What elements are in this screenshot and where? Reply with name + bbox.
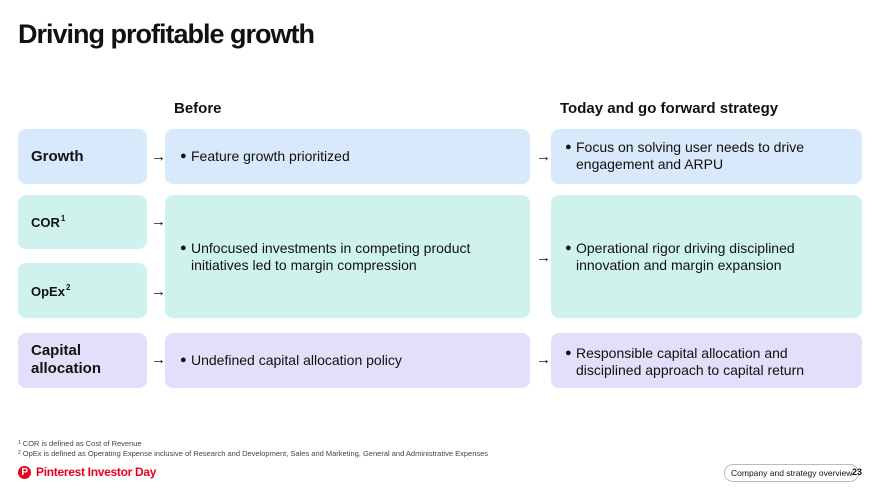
bullet-icon: ●	[180, 242, 187, 254]
capital-before-text: ● Undefined capital allocation policy	[180, 352, 510, 369]
capital-today-text: ● Responsible capital allocation and dis…	[565, 345, 855, 379]
bullet-icon: ●	[180, 150, 187, 162]
opex-label: OpEx2	[31, 283, 71, 299]
cost-before-text: ● Unfocused investments in competing pro…	[180, 240, 480, 274]
arrow-icon: →	[151, 148, 166, 165]
growth-today-value: Focus on solving user needs to drive eng…	[576, 139, 805, 172]
cor-label-text: COR	[31, 215, 60, 230]
capital-today-box	[551, 333, 862, 388]
cor-label: COR1	[31, 214, 66, 230]
footnote-mark: 1	[18, 440, 21, 446]
capital-before-value: Undefined capital allocation policy	[191, 352, 402, 368]
section-badge: Company and strategy overview	[724, 464, 860, 482]
growth-before-box	[165, 129, 530, 184]
pinterest-logo-icon: P	[18, 465, 31, 479]
page-title: Driving profitable growth	[18, 19, 315, 49]
growth-label-box	[18, 129, 147, 184]
opex-label-box	[18, 263, 147, 318]
footnote-2: 2 OpEx is defined as Operating Expense in…	[18, 449, 488, 458]
bullet-icon: ●	[565, 242, 572, 254]
arrow-icon: →	[151, 351, 166, 368]
growth-today-box	[551, 129, 862, 184]
bullet-icon: ●	[565, 141, 572, 153]
growth-before-text: ● Feature growth prioritized	[180, 148, 520, 165]
growth-label: Growth	[31, 148, 84, 165]
bullet-icon: ●	[180, 354, 187, 366]
column-header-before: Before	[174, 100, 222, 117]
footnote-text: COR is defined as Cost of Revenue	[22, 439, 142, 448]
arrow-icon: →	[151, 283, 166, 300]
brand-name: Pinterest Investor Day	[36, 465, 157, 479]
cost-today-text: ● Operational rigor driving disciplined …	[565, 240, 795, 274]
cor-footnote-mark: 1	[60, 214, 66, 223]
column-header-today: Today and go forward strategy	[560, 100, 779, 117]
footnote-text: OpEx is defined as Operating Expense inc…	[22, 449, 489, 458]
capital-before-box	[165, 333, 530, 388]
capital-label-box	[18, 333, 147, 388]
cost-before-value: Unfocused investments in competing produ…	[191, 240, 471, 273]
cost-today-box	[551, 195, 862, 318]
arrow-icon: →	[536, 351, 551, 368]
growth-before-value: Feature growth prioritized	[191, 148, 350, 164]
opex-label-text: OpEx	[31, 284, 65, 299]
page-number: 23	[852, 467, 863, 477]
arrow-icon: →	[536, 249, 551, 266]
cor-label-box	[18, 195, 147, 249]
footnote-1: 1 COR is defined as Cost of Revenue	[18, 439, 142, 448]
bullet-icon: ●	[565, 347, 572, 359]
capital-today-value: Responsible capital allocation and disci…	[576, 345, 805, 378]
footnote-mark: 2	[18, 450, 21, 456]
cost-today-value: Operational rigor driving disciplined in…	[576, 240, 795, 273]
capital-label: Capital allocation	[31, 342, 102, 377]
opex-footnote-mark: 2	[65, 283, 71, 292]
cost-before-box	[165, 195, 530, 318]
arrow-icon: →	[151, 213, 166, 230]
brand-logo: P Pinterest Investor Day	[18, 465, 156, 479]
arrow-icon: →	[536, 148, 551, 165]
growth-today-text: ● Focus on solving user needs to drive e…	[565, 139, 805, 173]
